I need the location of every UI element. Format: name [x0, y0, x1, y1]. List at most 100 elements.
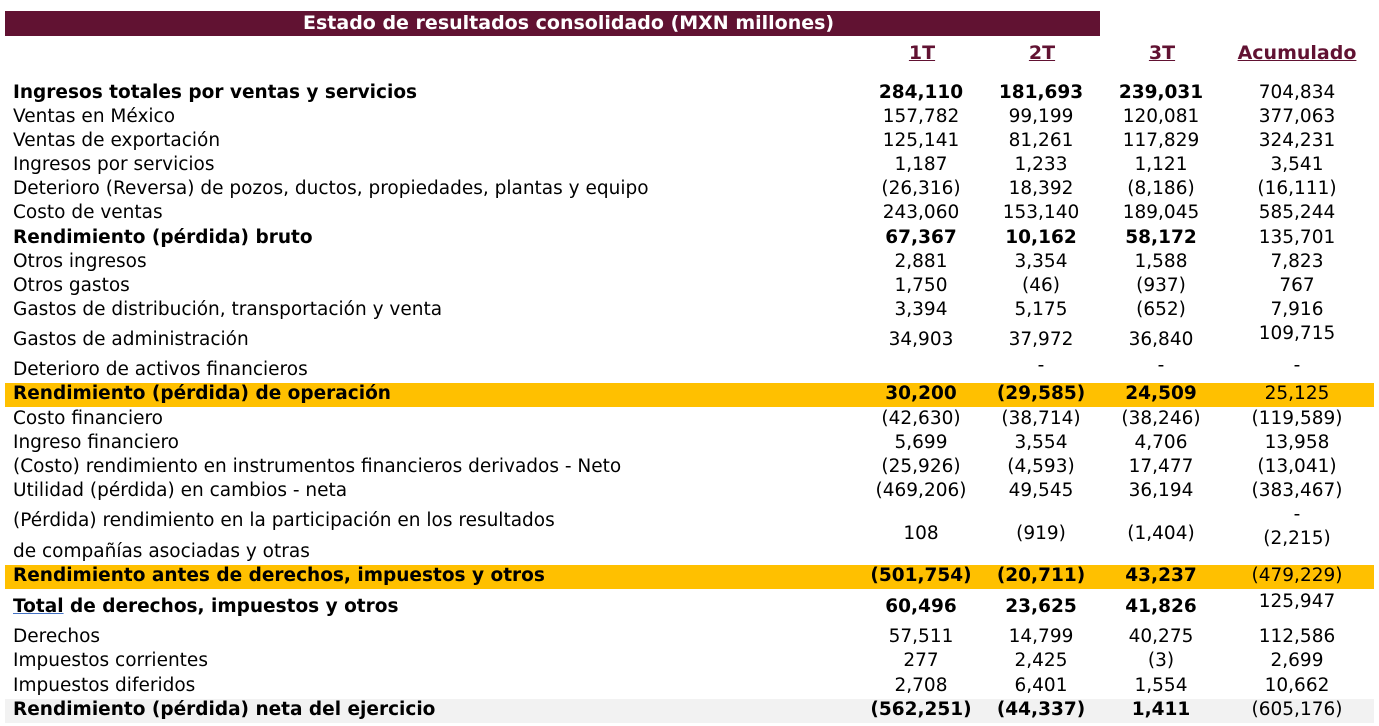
- cell-3t: (652): [1136, 299, 1186, 320]
- cell-acumulado: 135,701: [1258, 227, 1336, 248]
- cell-acumulado: 324,231: [1258, 130, 1336, 151]
- row-label: Ingresos totales por ventas y servicios: [13, 82, 418, 103]
- cell-1t: 157,782: [882, 106, 960, 127]
- cell-2t: 3,354: [1014, 251, 1068, 272]
- row-label: Rendimiento (pérdida) de operación: [13, 383, 391, 404]
- cell-3t: 239,031: [1118, 82, 1204, 103]
- cell-2t: 99,199: [1008, 106, 1074, 127]
- cell-2t: (46): [1022, 275, 1060, 296]
- cell-acumulado: (16,111): [1257, 178, 1337, 199]
- row-label: Derechos: [13, 626, 101, 647]
- table-row-total-derechos: Total de derechos, impuestos y otros 60,…: [5, 591, 1374, 620]
- cell-2t: (4,593): [1007, 456, 1075, 477]
- cell-2t: -: [1037, 355, 1045, 376]
- cell-1t: (469,206): [875, 480, 967, 501]
- cell-2t: 49,545: [1008, 480, 1074, 501]
- row-label: Ventas en México: [13, 106, 176, 127]
- row-label: Otros gastos: [13, 275, 130, 296]
- cell-3t: (3): [1147, 650, 1175, 671]
- cell-2t: (44,337): [996, 699, 1086, 720]
- cell-1t: 108: [903, 523, 939, 544]
- row-label-rest: de derechos, impuestos y otros: [63, 596, 399, 617]
- cell-3t: 40,275: [1128, 626, 1194, 647]
- table-row-gastos-administracion: Gastos de administración 34,903 37,972 3…: [5, 323, 1374, 353]
- cell-3t: 43,237: [1125, 565, 1197, 586]
- cell-acumulado: 13,958: [1264, 432, 1330, 453]
- cell-acumulado: 704,834: [1258, 82, 1336, 103]
- table-title: Estado de resultados consolidado (MXN mi…: [5, 11, 1100, 36]
- cell-3t: 58,172: [1125, 227, 1197, 248]
- cell-acumulado: (479,229): [1251, 565, 1343, 586]
- cell-3t: -: [1157, 355, 1165, 376]
- table-row-ingresos-servicios: Ingresos por servicios 1,187 1,233 1,121…: [5, 154, 1374, 178]
- cell-1t: 243,060: [882, 202, 960, 223]
- cell-2t: (38,714): [1001, 408, 1081, 429]
- cell-1t: 60,496: [885, 596, 957, 617]
- cell-1t: (42,630): [881, 408, 961, 429]
- cell-acumulado: 125,947: [1258, 591, 1336, 612]
- cell-1t: 1,187: [894, 154, 948, 175]
- cell-1t: 3,394: [894, 299, 948, 320]
- row-label: Costo de ventas: [13, 202, 163, 223]
- cell-1t: (501,754): [870, 565, 972, 586]
- cell-3t: 36,840: [1128, 329, 1194, 350]
- cell-2t: 18,392: [1008, 178, 1074, 199]
- cell-2t: (919): [1016, 523, 1066, 544]
- cell-2t: 3,554: [1014, 432, 1068, 453]
- table-row-otros-gastos: Otros gastos 1,750 (46) (937) 767: [5, 275, 1374, 299]
- cell-2t: 14,799: [1008, 626, 1074, 647]
- cell-3t: 1,121: [1134, 154, 1188, 175]
- cell-acumulado: 2,699: [1270, 650, 1324, 671]
- row-label-line2: de compañías asociadas y otras: [13, 541, 310, 562]
- table-row-deterioro-activos: Deterioro de activos financieros - - -: [5, 355, 1374, 383]
- cell-2t: 5,175: [1014, 299, 1068, 320]
- cell-1t: 1,750: [894, 275, 948, 296]
- cell-1t: 284,110: [878, 82, 964, 103]
- row-label: Gastos de distribución, transportación y…: [13, 299, 443, 320]
- row-label: Otros ingresos: [13, 251, 147, 272]
- cell-acumulado: 10,662: [1264, 675, 1330, 696]
- row-label: Rendimiento (pérdida) neta del ejercicio: [13, 699, 436, 720]
- row-label: Impuestos diferidos: [13, 675, 196, 696]
- cell-acumulado: 3,541: [1270, 154, 1324, 175]
- cell-2t: 6,401: [1014, 675, 1068, 696]
- cell-3t: (38,246): [1121, 408, 1201, 429]
- cell-2t: (29,585): [996, 383, 1086, 404]
- table-row-derivados: (Costo) rendimiento en instrumentos fina…: [5, 456, 1374, 480]
- table-row-impuestos-diferidos: Impuestos diferidos 2,708 6,401 1,554 10…: [5, 675, 1374, 699]
- table-row-costo-ventas: Costo de ventas 243,060 153,140 189,045 …: [5, 202, 1374, 226]
- cell-acumulado: 25,125: [1264, 383, 1330, 404]
- cell-1t: 125,141: [882, 130, 960, 151]
- table-row-rendimiento-neto: Rendimiento (pérdida) neta del ejercicio…: [5, 699, 1374, 723]
- cell-1t: (26,316): [881, 178, 961, 199]
- cell-3t: 117,829: [1122, 130, 1200, 151]
- cell-2t: 1,233: [1014, 154, 1068, 175]
- cell-2t: 23,625: [1005, 596, 1077, 617]
- cell-acumulado: (383,467): [1251, 480, 1343, 501]
- table-row-rendimiento-operacion: Rendimiento (pérdida) de operación 30,20…: [5, 383, 1374, 407]
- table-row-ventas-mexico: Ventas en México 157,782 99,199 120,081 …: [5, 106, 1374, 130]
- cell-2t: 37,972: [1008, 329, 1074, 350]
- cell-acumulado: (2,215): [1263, 528, 1331, 549]
- column-header-acumulado: Acumulado: [1237, 42, 1357, 64]
- cell-2t: 10,162: [1005, 227, 1077, 248]
- cell-3t: 36,194: [1128, 480, 1194, 501]
- cell-1t: (25,926): [881, 456, 961, 477]
- row-label: Rendimiento antes de derechos, impuestos…: [13, 565, 545, 586]
- cell-1t: (562,251): [870, 699, 972, 720]
- cell-acumulado: 767: [1279, 275, 1315, 296]
- cell-3t: (1,404): [1127, 523, 1195, 544]
- table-row-deterioro-pozos: Deterioro (Reversa) de pozos, ductos, pr…: [5, 178, 1374, 202]
- row-label: (Pérdida) rendimiento en la participació…: [13, 510, 555, 531]
- cell-3t: 120,081: [1122, 106, 1200, 127]
- cell-acumulado: 585,244: [1258, 202, 1336, 223]
- column-header-3t: 3T: [1148, 42, 1176, 64]
- row-label: Total de derechos, impuestos y otros: [13, 596, 399, 617]
- cell-1t: 57,511: [888, 626, 954, 647]
- cell-3t: 1,588: [1134, 251, 1188, 272]
- cell-3t: 1,411: [1131, 699, 1191, 720]
- cell-1t: 2,881: [894, 251, 948, 272]
- cell-3t: 189,045: [1122, 202, 1200, 223]
- column-header-2t: 2T: [1028, 42, 1056, 64]
- table-row-participacion-asociadas: (Pérdida) rendimiento en la participació…: [5, 504, 1374, 564]
